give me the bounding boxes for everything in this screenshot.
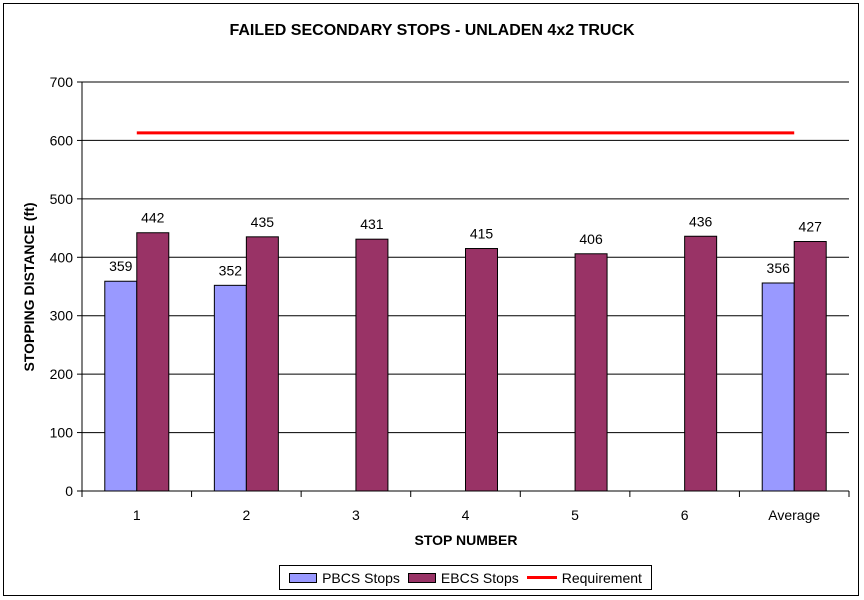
y-tick-label: 600: [50, 132, 74, 148]
y-tick-label: 300: [50, 308, 74, 324]
axes: 0 100 200 300 400 500 600 700 1 2 3 4 5 6 Average: [50, 74, 850, 523]
bar: [245, 236, 279, 492]
bar: [465, 248, 498, 492]
x-tick-label: 3: [352, 507, 360, 523]
y-tick-label: 400: [50, 249, 74, 265]
y-tick-label: 500: [50, 191, 74, 207]
data-label: 435: [251, 214, 275, 230]
x-axis-label: STOP NUMBER: [415, 532, 518, 548]
bar: [104, 280, 138, 492]
data-label: 356: [767, 260, 791, 276]
legend-item-pbcs: PBCS Stops: [289, 570, 400, 586]
y-tick-label: 100: [50, 425, 74, 441]
data-label: 352: [219, 262, 243, 278]
bar: [355, 238, 389, 492]
legend-swatch-ebcs: [407, 572, 436, 583]
data-label: 427: [799, 219, 823, 235]
y-tick-label: 0: [65, 483, 73, 499]
bar: [793, 241, 827, 492]
data-label: 415: [470, 226, 494, 242]
y-axis-label: STOPPING DISTANCE (ft): [21, 202, 37, 371]
legend-label-pbcs: PBCS Stops: [322, 569, 400, 586]
data-label: 406: [579, 231, 603, 247]
x-tick-label: Average: [768, 507, 820, 523]
data-label: 431: [360, 216, 384, 232]
data-label: 442: [141, 210, 165, 226]
bar: [213, 284, 247, 492]
data-label: 436: [689, 213, 713, 229]
legend: PBCS Stops EBCS Stops Requirement: [279, 565, 652, 590]
y-tick-label: 200: [50, 366, 74, 382]
legend-line-requirement: [526, 576, 557, 579]
legend-label-ebcs: EBCS Stops: [440, 569, 519, 586]
legend-label-requirement: Requirement: [561, 569, 642, 586]
x-tick-label: 4: [462, 507, 470, 523]
data-label: 359: [109, 258, 133, 274]
x-tick-label: 6: [681, 507, 689, 523]
bars: [104, 232, 827, 492]
legend-swatch-pbcs: [289, 572, 318, 583]
legend-item-ebcs: EBCS Stops: [407, 569, 519, 586]
x-tick-label: 2: [242, 507, 250, 523]
bar: [136, 232, 170, 492]
bar: [761, 282, 795, 492]
legend-item-requirement: Requirement: [526, 569, 642, 586]
bar: [684, 235, 718, 492]
x-tick-label: 1: [133, 507, 141, 523]
chart-title: FAILED SECONDARY STOPS - UNLADEN 4x2 TRU…: [229, 22, 635, 39]
data-labels: 359 352 356 442 435 431 415 406 436 427: [109, 210, 822, 279]
x-tick-label: 5: [571, 507, 579, 523]
y-tick-label: 700: [50, 74, 74, 90]
bar: [574, 253, 608, 492]
